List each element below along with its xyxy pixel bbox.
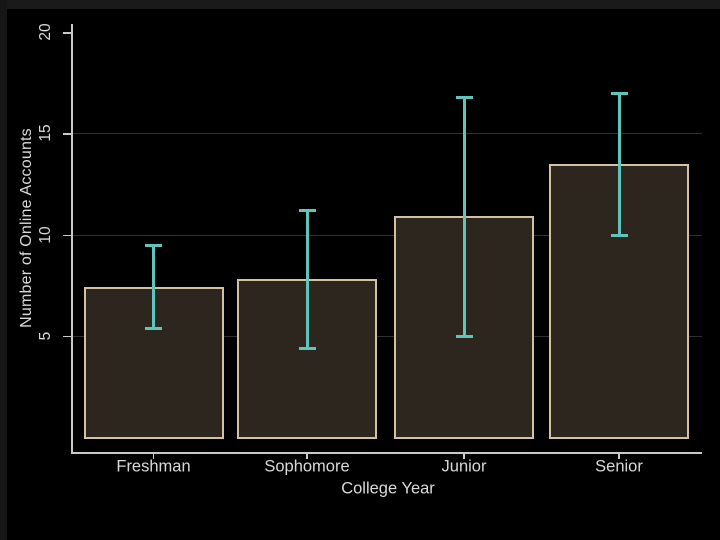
error-bar-cap-bottom (455, 334, 473, 338)
x-tick-label: Freshman (116, 457, 191, 476)
y-tick-label: 15 (37, 124, 54, 142)
error-bar-cap-top (298, 209, 316, 213)
error-bar-cap-bottom (610, 233, 628, 237)
x-tick-label: Junior (441, 457, 487, 476)
error-bar-stem (152, 244, 155, 328)
x-axis-title: College Year (341, 479, 435, 498)
letterbox-top-band (0, 0, 720, 9)
gridline (73, 234, 702, 236)
error-bar-stem (462, 96, 466, 336)
y-axis-line (71, 24, 73, 452)
y-tick (63, 133, 71, 135)
gridline (73, 335, 702, 337)
error-bar-stem (305, 210, 309, 348)
y-tick-label: 10 (37, 225, 54, 244)
x-tick (463, 452, 465, 459)
y-tick (63, 234, 71, 236)
gridline (73, 133, 702, 135)
x-tick-label: Senior (595, 457, 643, 476)
x-tick (306, 452, 308, 459)
error-bar-cap-top (455, 95, 473, 99)
error-bar-stem (617, 92, 621, 235)
y-tick (63, 32, 71, 34)
error-bar-cap-bottom (298, 346, 316, 350)
error-bar-cap-top (610, 91, 628, 95)
y-axis-title: Number of Online Accounts (18, 128, 35, 328)
x-tick-label: Sophomore (264, 457, 350, 476)
x-tick (618, 452, 620, 459)
x-tick (152, 452, 155, 459)
x-axis-line (71, 452, 702, 454)
letterbox-left-band (0, 0, 7, 540)
y-tick-label: 5 (37, 331, 54, 341)
error-bar-cap-top (145, 243, 162, 247)
error-bar-cap-bottom (145, 326, 162, 330)
y-tick (63, 335, 71, 338)
y-tick-label: 20 (37, 23, 54, 41)
